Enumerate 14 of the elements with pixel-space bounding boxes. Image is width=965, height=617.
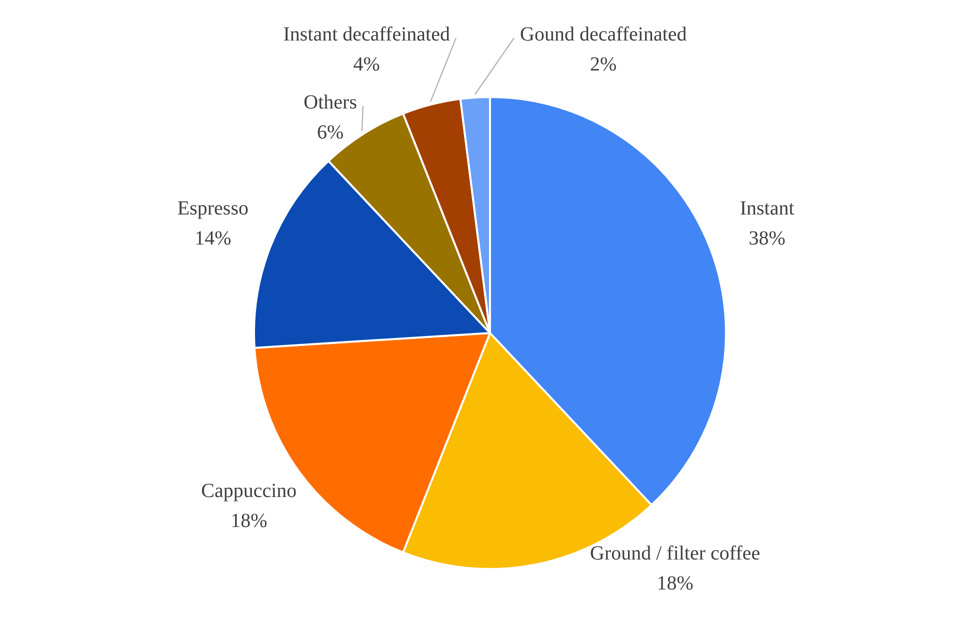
data-label: 6% — [316, 121, 344, 144]
slice-label: Gound decaffeinated — [520, 23, 687, 46]
slice-label: Espresso — [177, 197, 248, 220]
data-label: 18% — [656, 572, 694, 594]
data-label: 2% — [590, 53, 617, 76]
slice-label: Cappuccino — [201, 480, 297, 502]
data-label: 4% — [353, 53, 380, 76]
data-label: 38% — [748, 227, 786, 250]
slice-label: Ground / filter coffee — [590, 542, 760, 564]
data-label: 18% — [230, 510, 268, 532]
slice-label: Instant — [740, 197, 795, 220]
slice-label: Instant decaffeinated — [283, 23, 450, 46]
data-label: 14% — [194, 227, 232, 250]
slice-label: Others — [304, 91, 358, 114]
